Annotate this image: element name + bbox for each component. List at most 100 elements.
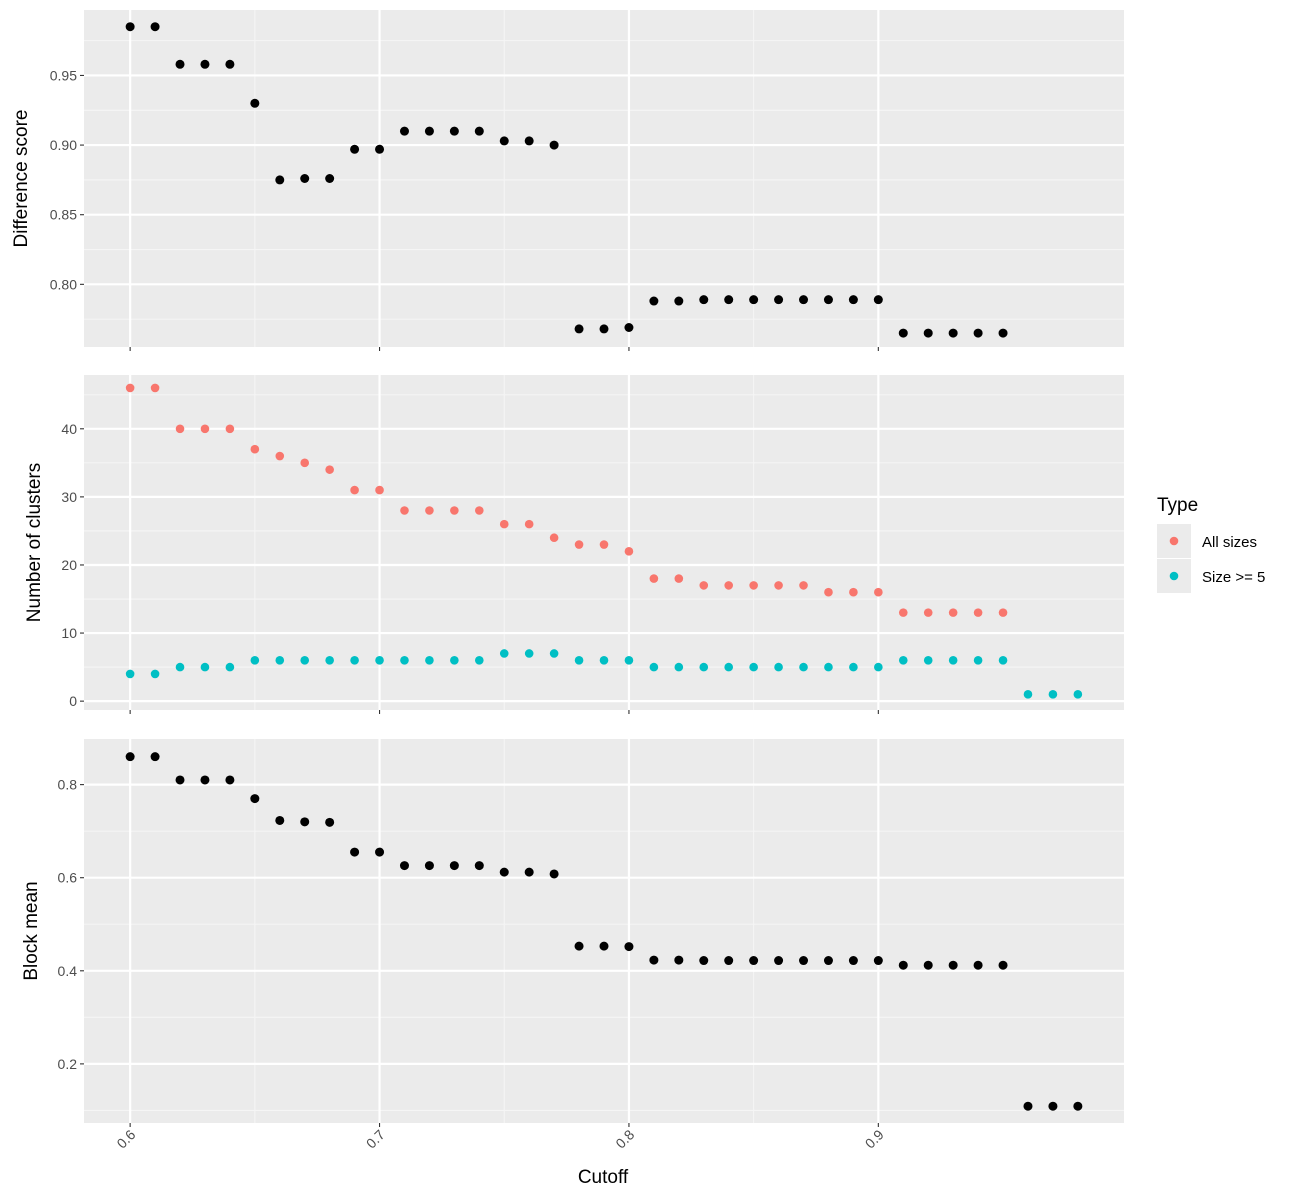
data-point xyxy=(524,649,534,658)
data-point xyxy=(549,140,559,150)
data-point xyxy=(200,59,210,69)
data-point xyxy=(549,533,559,543)
data-point xyxy=(499,136,509,146)
data-point xyxy=(749,295,759,305)
data-point xyxy=(724,581,734,590)
data-point xyxy=(400,655,409,665)
data-point xyxy=(699,581,709,590)
panel-background xyxy=(84,739,1124,1123)
legend-swatch-all-sizes xyxy=(1169,536,1179,546)
data-point xyxy=(350,847,360,857)
data-point xyxy=(849,662,858,672)
data-point xyxy=(399,126,409,136)
data-point xyxy=(225,424,235,434)
y-tick-label: 0 xyxy=(69,693,77,709)
y-tick-label: 30 xyxy=(61,489,77,505)
data-point xyxy=(499,649,509,658)
data-point xyxy=(973,328,983,338)
data-point xyxy=(300,458,310,468)
data-point xyxy=(1048,690,1058,699)
y-tick-label: 0.85 xyxy=(50,207,77,223)
data-point xyxy=(150,669,160,679)
data-point xyxy=(674,955,684,965)
y-tick-label: 40 xyxy=(61,421,77,437)
data-point xyxy=(474,506,484,515)
data-point xyxy=(275,655,285,665)
data-point xyxy=(125,383,135,393)
data-point xyxy=(774,581,783,590)
panels: 0.80 0.85 0.90 0.95 Difference score 0 10 20 30 4… xyxy=(11,10,1124,1152)
data-point xyxy=(1073,1101,1083,1111)
data-point xyxy=(799,662,808,672)
data-point xyxy=(849,587,858,597)
data-point xyxy=(823,956,833,966)
data-point xyxy=(848,956,858,966)
data-point xyxy=(524,867,534,877)
data-point xyxy=(873,956,883,966)
data-point xyxy=(649,955,659,965)
data-point xyxy=(375,144,385,154)
data-point xyxy=(824,587,833,597)
data-point xyxy=(474,861,484,871)
data-point xyxy=(674,574,684,583)
data-point xyxy=(250,794,260,804)
data-point xyxy=(973,960,983,970)
data-point xyxy=(749,662,758,672)
data-point xyxy=(275,175,285,185)
data-point xyxy=(923,655,933,665)
data-point xyxy=(874,587,883,597)
y-tick-label: 10 xyxy=(61,625,77,641)
data-point xyxy=(200,662,210,672)
data-point xyxy=(649,574,659,583)
data-point xyxy=(125,752,135,762)
y-tick-label: 20 xyxy=(61,557,77,573)
series-0 xyxy=(125,752,1083,1111)
data-point xyxy=(449,861,459,871)
data-point xyxy=(574,941,584,951)
panel-middle: 0 10 20 30 40 Number of clusters xyxy=(24,375,1124,714)
data-point xyxy=(998,655,1008,665)
data-point xyxy=(250,444,260,454)
data-point xyxy=(749,956,759,966)
panel-top: 0.80 0.85 0.90 0.95 Difference score xyxy=(11,10,1124,351)
data-point xyxy=(699,956,709,966)
data-point xyxy=(225,775,235,785)
data-point xyxy=(300,655,310,665)
data-point xyxy=(674,296,684,306)
data-point xyxy=(923,960,933,970)
data-point xyxy=(524,136,534,146)
series-0 xyxy=(125,22,1008,338)
data-point xyxy=(1048,1101,1058,1111)
data-point xyxy=(799,581,808,590)
x-axis-title: Cutoff xyxy=(578,1167,629,1188)
data-point xyxy=(325,174,335,183)
series-0 xyxy=(125,383,1008,617)
legend: Type All sizes Size >= 5 xyxy=(1157,495,1265,593)
data-point xyxy=(674,662,684,672)
data-point xyxy=(724,956,734,966)
data-point xyxy=(499,867,509,877)
data-point xyxy=(624,655,634,665)
y-tick-label: 0.95 xyxy=(50,67,77,83)
x-tick-label: 0.6 xyxy=(113,1126,138,1151)
y-axis-title: Number of clusters xyxy=(24,463,45,622)
data-point xyxy=(175,424,185,434)
data-point xyxy=(823,295,833,305)
data-point xyxy=(699,662,709,672)
panel-bottom: 0.2 0.4 0.6 0.8 0.6 0.7 0.8 0.9 Block mean xyxy=(21,739,1124,1152)
y-tick-label: 0.4 xyxy=(58,963,78,979)
data-point xyxy=(125,22,135,32)
data-point xyxy=(898,655,908,665)
data-point xyxy=(599,655,609,665)
data-point xyxy=(375,655,384,665)
data-point xyxy=(724,295,734,305)
data-point xyxy=(599,540,609,549)
data-point xyxy=(774,956,784,966)
data-point xyxy=(948,960,958,970)
data-point xyxy=(898,608,908,617)
data-point xyxy=(325,465,334,474)
data-point xyxy=(574,324,584,334)
data-point xyxy=(799,956,809,966)
data-point xyxy=(1023,690,1033,699)
data-point xyxy=(873,295,883,305)
